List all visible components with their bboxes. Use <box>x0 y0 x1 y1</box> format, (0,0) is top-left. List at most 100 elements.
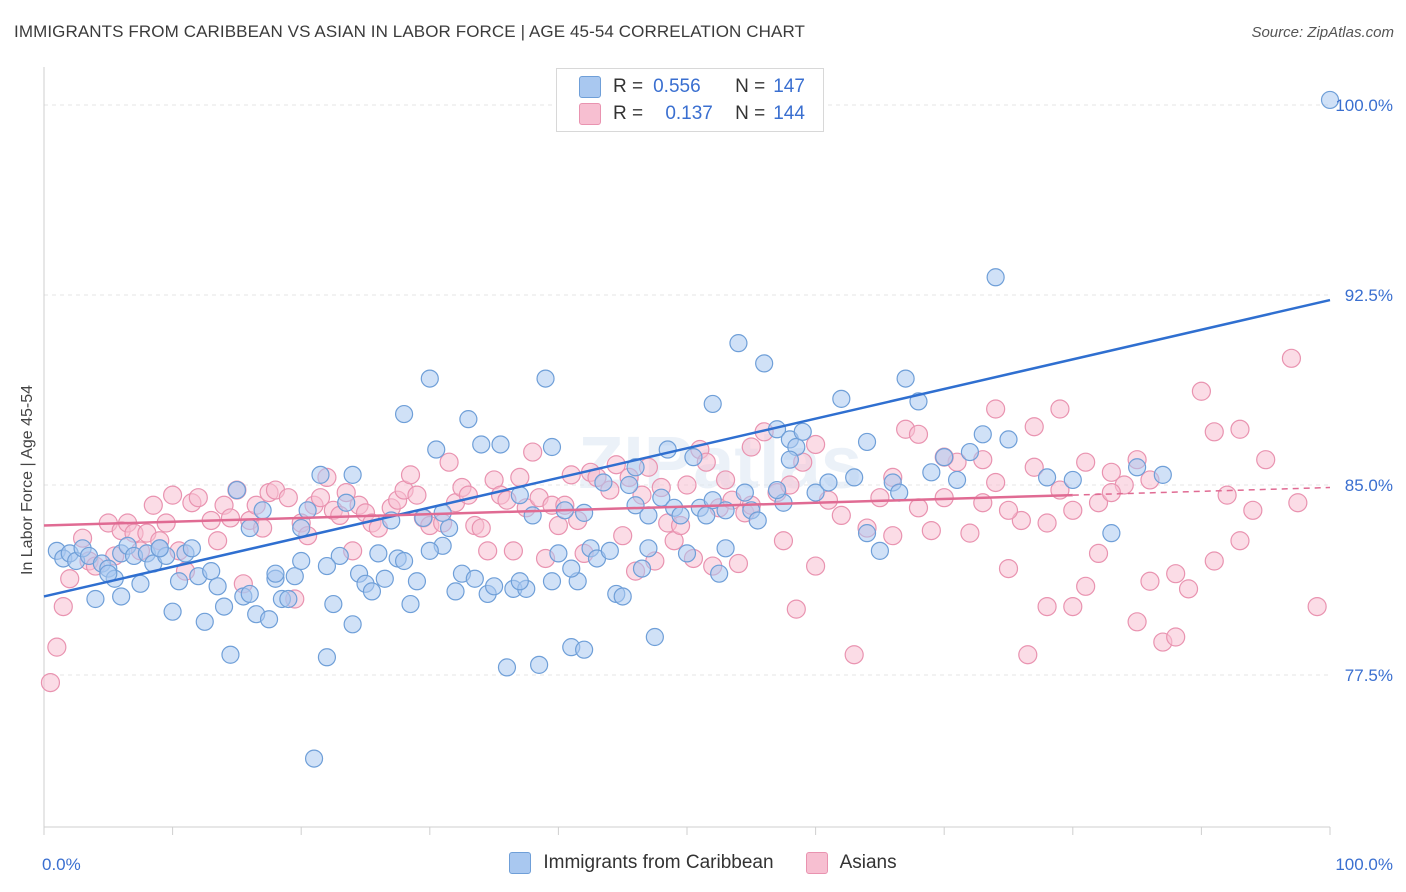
n-label: N = <box>735 103 766 124</box>
caribbean-point <box>632 559 652 578</box>
asians-point <box>1288 493 1308 513</box>
asians-point <box>1178 579 1199 599</box>
asians-point <box>1011 510 1031 531</box>
caribbean-point <box>292 551 311 571</box>
caribbean-point <box>394 551 414 571</box>
asians-point <box>47 637 67 657</box>
asians-point <box>1101 462 1121 482</box>
caribbean-point <box>259 610 279 629</box>
y-tick-label: 100.0% <box>1335 96 1393 115</box>
asians-point <box>960 523 980 543</box>
asians-point <box>1127 612 1147 632</box>
caribbean-point <box>446 582 465 601</box>
caribbean-point <box>317 648 337 667</box>
caribbean-point <box>626 496 645 515</box>
caribbean-point <box>922 463 941 482</box>
asians-swatch <box>579 103 601 125</box>
asians-point <box>1230 531 1250 551</box>
caribbean-point <box>857 432 877 452</box>
caribbean-point <box>857 524 877 543</box>
caribbean-point <box>279 589 298 609</box>
caribbean-point <box>414 508 433 528</box>
series-legend: Immigrants from Caribbean Asians <box>0 852 1406 874</box>
asians-point <box>1101 483 1121 503</box>
asians-point <box>786 599 806 619</box>
caribbean-point <box>523 506 542 525</box>
caribbean-point <box>407 572 427 591</box>
caribbean-point <box>542 437 562 457</box>
asians-point <box>1166 564 1186 584</box>
caribbean-point <box>710 564 729 583</box>
caribbean-point <box>1153 465 1172 484</box>
caribbean-point <box>131 574 150 593</box>
caribbean-point <box>671 506 690 525</box>
y-tick-label: 85.0% <box>1345 476 1393 495</box>
caribbean-point <box>202 562 221 581</box>
caribbean-point <box>420 541 439 560</box>
n-value-caribbean: 147 <box>773 76 805 97</box>
asians-point <box>1076 576 1096 596</box>
y-tick-label: 92.5% <box>1345 286 1393 305</box>
asians-point <box>439 452 459 472</box>
asians-point <box>1204 551 1224 571</box>
caribbean-point <box>311 465 330 484</box>
asians-point <box>523 442 543 462</box>
asians-point <box>1024 457 1044 477</box>
caribbean-point <box>240 518 259 538</box>
asians-point <box>831 505 851 526</box>
caribbean-point <box>562 559 581 578</box>
asians-point <box>1018 645 1038 665</box>
caribbean-point <box>735 483 754 502</box>
caribbean-point <box>86 589 105 609</box>
axes <box>43 67 1331 835</box>
caribbean-point <box>1063 470 1082 490</box>
asians-point <box>998 500 1019 520</box>
caribbean-point <box>935 448 954 467</box>
caribbean-point <box>439 518 459 538</box>
caribbean-point <box>214 597 234 616</box>
chart-title: IMMIGRANTS FROM CARIBBEAN VS ASIAN IN LA… <box>14 22 806 41</box>
asians-point <box>921 520 941 541</box>
asians-point <box>805 556 826 576</box>
caribbean-point <box>459 410 478 429</box>
caribbean-point <box>375 569 394 588</box>
asians-point <box>1076 452 1096 472</box>
caribbean-point <box>253 501 272 520</box>
caribbean-point <box>542 572 562 591</box>
caribbean-point <box>369 544 388 563</box>
n-value-asians: 144 <box>773 103 805 124</box>
caribbean-point <box>169 572 189 591</box>
asians-trend-line <box>43 493 1073 527</box>
asians-point <box>1140 571 1160 591</box>
caribbean-point <box>343 465 362 484</box>
asians-point <box>1256 450 1276 470</box>
caribbean-point <box>947 470 967 490</box>
asians-point <box>40 672 61 693</box>
caribbean-point <box>1102 524 1121 543</box>
caribbean-point <box>658 440 677 459</box>
asians-point <box>1063 596 1083 617</box>
caribbean-point <box>536 369 555 388</box>
legend-item-asians: Asians <box>805 852 897 874</box>
correlation-legend: R = 0.556 N = 147 R = 0.137 N = 144 <box>556 68 824 132</box>
legend-label-asians: Asians <box>839 852 897 873</box>
asians-point <box>773 531 794 551</box>
asians-point <box>60 569 80 589</box>
legend-row-caribbean: R = 0.556 N = 147 <box>579 75 805 99</box>
caribbean-point <box>208 577 227 596</box>
caribbean-point <box>780 450 799 469</box>
caribbean-point <box>594 473 613 492</box>
asians-point <box>1217 485 1237 505</box>
caribbean-point <box>870 541 890 560</box>
caribbean-point <box>221 645 240 664</box>
asians-point <box>908 498 929 518</box>
n-label: N = <box>735 76 766 97</box>
caribbean-point <box>427 440 446 459</box>
legend-item-caribbean: Immigrants from Caribbean <box>509 852 774 874</box>
caribbean-point <box>575 640 594 659</box>
r-value-asians: 0.137 <box>665 103 713 124</box>
caribbean-point <box>510 572 529 591</box>
caribbean-point <box>343 615 362 634</box>
asians-point <box>728 553 749 574</box>
